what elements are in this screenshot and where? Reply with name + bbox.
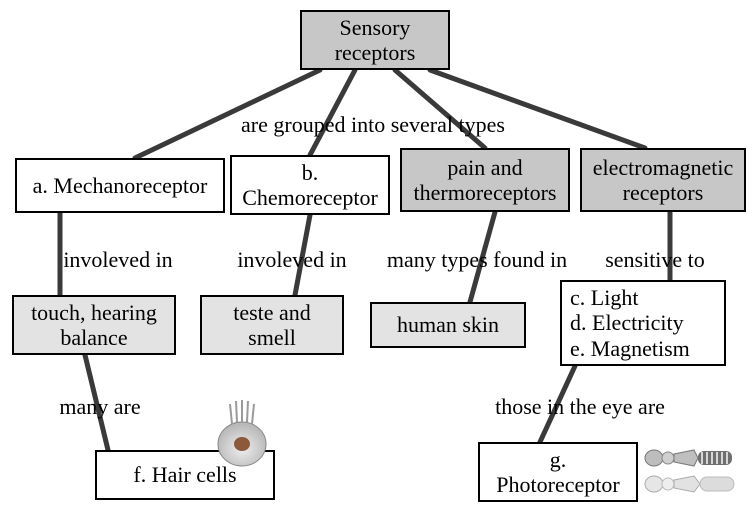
- node-pain-thermo: pain andthermoreceptors: [400, 148, 570, 212]
- label-those-eye: those in the eye are: [475, 395, 685, 421]
- node-root: Sensoryreceptors: [300, 10, 450, 70]
- label-involved-2: involeved in: [222, 248, 362, 274]
- label-many-are: many are: [40, 395, 160, 421]
- node-electromagnetic: electromagneticreceptors: [580, 148, 746, 212]
- node-taste-smell: teste andsmell: [200, 295, 344, 355]
- label-involved-1: involeved in: [48, 248, 188, 274]
- node-lem-text: c. Lightd. Electricitye. Magnetism: [570, 285, 690, 361]
- node-b-text: b.Chemoreceptor: [242, 160, 378, 211]
- node-chemoreceptor: b.Chemoreceptor: [230, 155, 390, 215]
- node-hair-text: f. Hair cells: [133, 462, 236, 487]
- node-touch-text: touch, hearingbalance: [31, 300, 157, 351]
- label-sensitive: sensitive to: [590, 248, 720, 274]
- node-root-text: Sensoryreceptors: [335, 15, 416, 66]
- node-hair-cells: f. Hair cells: [95, 450, 275, 500]
- photoreceptor-icon: [640, 442, 738, 500]
- node-photoreceptor: g.Photoreceptor: [478, 442, 638, 502]
- node-human-skin: human skin: [370, 302, 526, 348]
- node-mechanoreceptor: a. Mechanoreceptor: [15, 158, 225, 213]
- node-skin-text: human skin: [397, 312, 499, 337]
- label-many-types: many types found in: [370, 248, 584, 274]
- node-pain-text: pain andthermoreceptors: [414, 155, 557, 206]
- node-photo-text: g.Photoreceptor: [496, 447, 619, 498]
- node-a-text: a. Mechanoreceptor: [33, 173, 208, 198]
- node-em-text: electromagneticreceptors: [593, 155, 733, 206]
- label-grouped: are grouped into several types: [213, 113, 533, 141]
- node-light-elec-mag: c. Lightd. Electricitye. Magnetism: [560, 280, 726, 366]
- node-touch-hearing: touch, hearingbalance: [12, 295, 176, 355]
- node-taste-text: teste andsmell: [233, 300, 311, 351]
